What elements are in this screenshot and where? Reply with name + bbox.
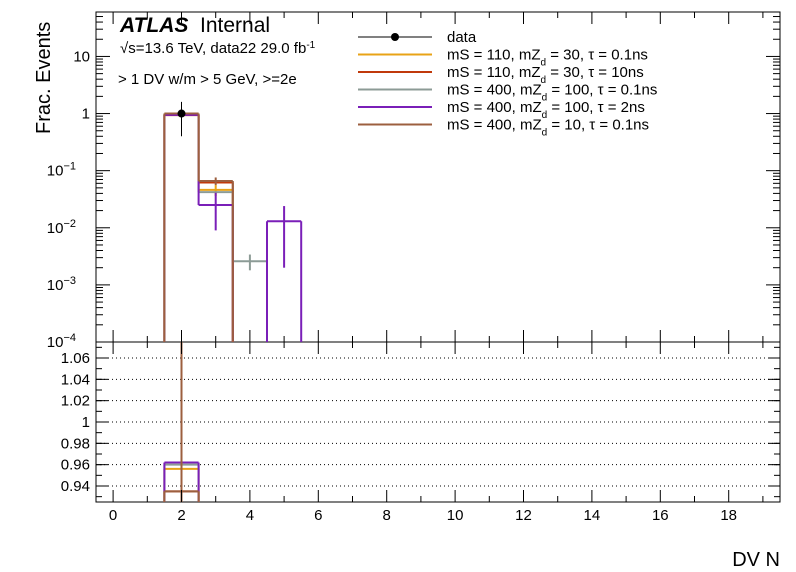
legend-series-2-label: mS = 400, mZd = 100, τ = 0.1ns [447, 82, 657, 104]
histograms [163, 101, 303, 502]
x-tick-label: 16 [652, 507, 669, 524]
x-axis-title: DV N [732, 549, 780, 571]
x-tick-label: 18 [720, 507, 737, 524]
ratio-y-tick-label: 1.04 [61, 371, 90, 388]
y-tick-label: 10−4 [47, 332, 76, 351]
y-tick-label: 10−1 [47, 161, 76, 180]
energy-label-text: √s=13.6 TeV, data22 29.0 fb [120, 40, 306, 57]
energy-label: √s=13.6 TeV, data22 29.0 fb-1 [120, 40, 316, 58]
legend-series-0-label: mS = 110, mZd = 30, τ = 0.1ns [447, 47, 648, 69]
atlas-sublabel: Internal [200, 14, 270, 37]
ratio-y-tick-label: 1.02 [61, 393, 90, 410]
legend-data-marker [391, 33, 399, 41]
ratio-y-tick-label: 0.98 [61, 435, 90, 452]
y-axis-title: Frac. Events [33, 22, 55, 134]
x-tick-label: 6 [314, 507, 322, 524]
atlas-label: ATLAS [119, 14, 188, 37]
data-point [177, 109, 186, 118]
y-tick-label: 10 [73, 48, 90, 65]
y-tick-label: 10−3 [47, 275, 76, 294]
legend-series-4-label: mS = 400, mZd = 10, τ = 0.1ns [447, 117, 649, 139]
ratio-y-tick-label: 0.94 [61, 478, 90, 495]
x-tick-label: 10 [447, 507, 464, 524]
x-tick-label: 0 [109, 507, 117, 524]
legend-series-3-label: mS = 400, mZd = 100, τ = 2ns [447, 99, 645, 121]
x-tick-label: 2 [177, 507, 185, 524]
x-tick-label: 4 [246, 507, 254, 524]
legend-series-1-label: mS = 110, mZd = 30, τ = 10ns [447, 64, 644, 86]
ratio-y-tick-label: 0.96 [61, 457, 90, 474]
legend-data-label: data [447, 29, 477, 46]
ratio-y-tick-label: 1 [82, 414, 90, 431]
axis-ticks: 0.94 0.96 0.98 1 1.02 1.04 1.06 10 1 10−1 10−2 10−3… [47, 11, 780, 524]
x-tick-label: 14 [584, 507, 601, 524]
y-tick-label: 1 [82, 106, 90, 123]
energy-label-sup: -1 [306, 40, 315, 51]
y-tick-label: 10−2 [47, 218, 76, 237]
x-tick-label: 12 [515, 507, 532, 524]
selection-label: > 1 DV w/m > 5 GeV, >=2e [118, 71, 297, 88]
x-tick-label: 8 [383, 507, 391, 524]
ratio-y-tick-label: 1.06 [61, 350, 90, 367]
